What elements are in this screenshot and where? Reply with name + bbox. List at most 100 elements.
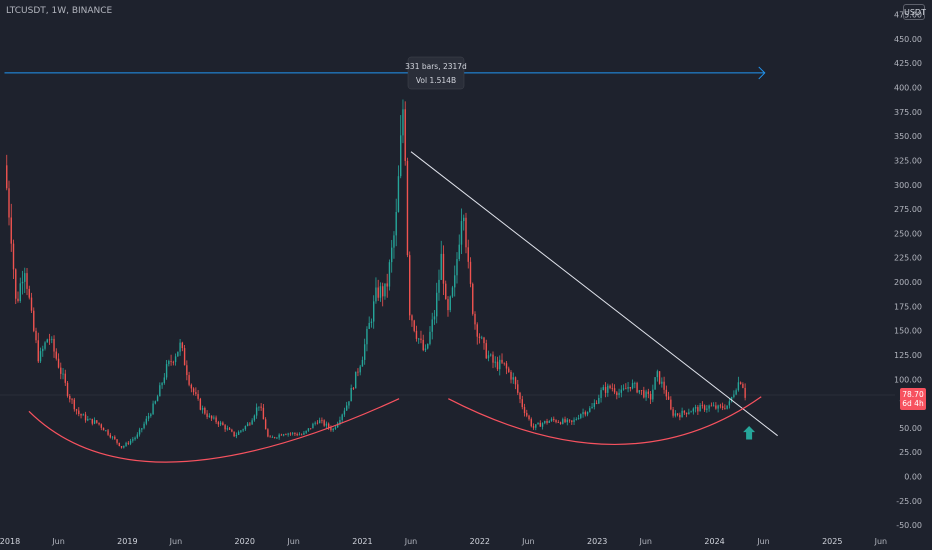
time-axis[interactable]: 2018 Jun 2019 Jun 2020 Jun 2021 Jun 2022 Jun 2023 J… bbox=[0, 537, 887, 546]
currency-button[interactable]: USDT bbox=[903, 4, 926, 20]
candle-body bbox=[499, 359, 501, 370]
candle-body bbox=[170, 360, 172, 362]
candle-body bbox=[724, 407, 726, 409]
candle-body bbox=[195, 392, 197, 395]
candle-body bbox=[415, 330, 418, 339]
candle-body bbox=[359, 366, 361, 373]
candle-body bbox=[620, 389, 623, 393]
trendline[interactable] bbox=[410, 151, 778, 437]
candle-body bbox=[258, 406, 260, 408]
candle-body bbox=[701, 405, 704, 406]
candle-body bbox=[573, 419, 575, 423]
candle-body bbox=[550, 418, 553, 422]
candle-body bbox=[409, 255, 411, 316]
candle-body bbox=[215, 417, 217, 423]
candle-body bbox=[165, 364, 168, 378]
candle-body bbox=[717, 405, 719, 409]
candle-body bbox=[458, 244, 460, 260]
candle-body bbox=[492, 354, 494, 363]
candle-body bbox=[496, 361, 499, 370]
current-price-badge: 78.70 6d 4h bbox=[900, 388, 926, 410]
candle-body bbox=[129, 440, 132, 444]
candle-body bbox=[523, 407, 526, 413]
y-tick-label: 275.00 bbox=[894, 205, 922, 214]
candle-body bbox=[418, 338, 420, 340]
candle-body bbox=[75, 409, 78, 411]
y-tick-label: 200.00 bbox=[894, 278, 922, 287]
candle-body bbox=[726, 405, 728, 409]
price-axis[interactable]: 475.00 450.00 425.00 400.00 375.00 350.00 325.… bbox=[894, 11, 922, 531]
candle-body bbox=[460, 221, 463, 245]
candle-body bbox=[438, 279, 440, 293]
candle-body bbox=[96, 420, 98, 423]
candle-body bbox=[564, 419, 566, 423]
symbol-title[interactable]: LTCUSDT, 1W, BINANCE bbox=[6, 6, 113, 16]
candle-body bbox=[161, 383, 163, 386]
candle-body bbox=[571, 420, 573, 423]
candle-body bbox=[343, 410, 346, 415]
candle-body bbox=[307, 428, 310, 431]
y-tick-label: 325.00 bbox=[894, 156, 922, 165]
candle-body bbox=[118, 442, 121, 447]
candle-body bbox=[481, 337, 483, 339]
curve-arc[interactable] bbox=[28, 398, 400, 463]
x-tick-label: Jun bbox=[756, 537, 770, 546]
candle-body bbox=[233, 431, 235, 437]
candlesticks bbox=[6, 99, 746, 449]
candle-body bbox=[132, 439, 134, 441]
candle-body bbox=[147, 416, 150, 419]
candle-body bbox=[370, 321, 373, 323]
candle-body bbox=[114, 436, 116, 440]
candle-body bbox=[82, 414, 84, 416]
candle-body bbox=[607, 385, 609, 393]
candle-body bbox=[379, 286, 382, 298]
candle-body bbox=[240, 430, 242, 432]
candle-body bbox=[580, 414, 582, 418]
candle-body bbox=[661, 381, 663, 384]
candle-body bbox=[339, 419, 341, 424]
x-tick-label: 2023 bbox=[587, 537, 607, 546]
candle-body bbox=[685, 412, 688, 415]
candle-body bbox=[712, 405, 715, 407]
candle-body bbox=[382, 286, 384, 297]
bar-countdown-text: 6d 4h bbox=[902, 399, 924, 408]
candle-body bbox=[226, 428, 229, 430]
candle-body bbox=[647, 391, 650, 394]
candle-body bbox=[8, 188, 10, 218]
candle-body bbox=[469, 261, 472, 284]
candle-body bbox=[197, 394, 199, 399]
candle-body bbox=[37, 340, 39, 362]
candle-body bbox=[391, 247, 393, 263]
candle-body bbox=[102, 427, 105, 431]
candle-body bbox=[26, 273, 28, 289]
buy-signal-arrow-icon bbox=[743, 425, 756, 440]
candle-body bbox=[510, 371, 512, 380]
candle-body bbox=[730, 397, 733, 402]
candle-body bbox=[546, 420, 548, 423]
candle-body bbox=[676, 413, 679, 415]
candle-body bbox=[208, 415, 211, 417]
candle-body bbox=[649, 393, 652, 400]
candle-body bbox=[174, 356, 177, 363]
candle-body bbox=[341, 414, 343, 420]
candle-body bbox=[591, 406, 593, 409]
candle-body bbox=[672, 409, 674, 416]
candle-body bbox=[291, 432, 294, 434]
curve-arc[interactable] bbox=[448, 396, 762, 445]
candle-body bbox=[708, 405, 710, 409]
y-tick-label: 450.00 bbox=[894, 35, 922, 44]
y-tick-label: 175.00 bbox=[894, 302, 922, 311]
candle-body bbox=[485, 343, 487, 359]
candle-body bbox=[384, 283, 386, 297]
candle-body bbox=[316, 422, 319, 424]
drawings[interactable] bbox=[4, 66, 778, 463]
candle-body bbox=[224, 425, 226, 430]
candle-body bbox=[532, 426, 535, 428]
y-tick-label: 250.00 bbox=[894, 229, 922, 238]
candle-body bbox=[300, 434, 303, 436]
y-tick-label: 50.00 bbox=[899, 424, 922, 433]
candle-body bbox=[253, 415, 256, 421]
candle-body bbox=[604, 387, 607, 393]
candle-body bbox=[447, 299, 449, 311]
